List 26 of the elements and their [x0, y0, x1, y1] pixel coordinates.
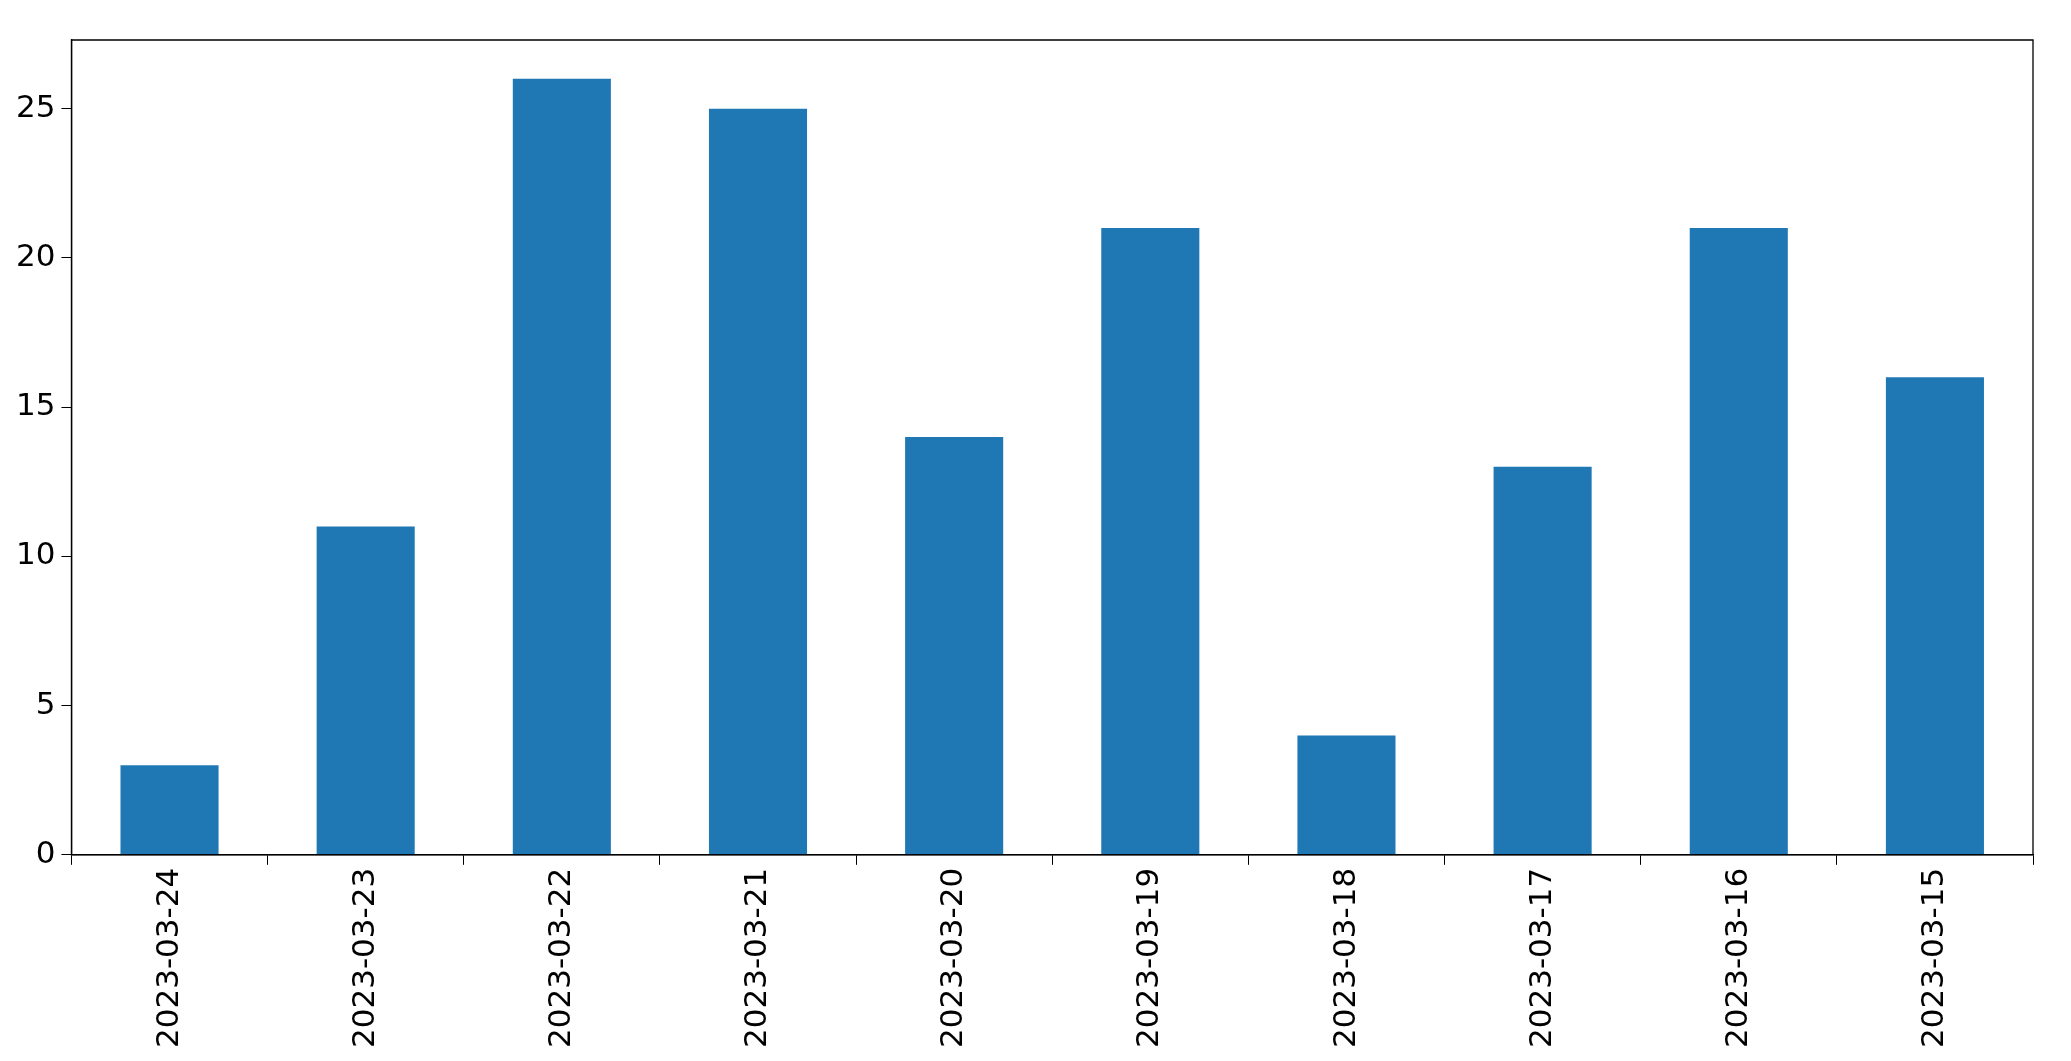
x-tick-label: 2023-03-23	[344, 867, 381, 1049]
bar	[1101, 228, 1200, 855]
bar	[905, 436, 1004, 855]
x-tick-label: 2023-03-19	[1129, 867, 1166, 1049]
x-tick-label: 2023-03-24	[148, 867, 185, 1049]
x-tick-label: 2023-03-20	[933, 867, 970, 1049]
bar	[1493, 466, 1592, 855]
bar	[316, 526, 415, 855]
bar	[1689, 228, 1788, 855]
x-tick-label: 2023-03-21	[737, 867, 774, 1049]
bar	[1885, 377, 1984, 855]
x-tick-label: 2023-03-18	[1325, 867, 1362, 1049]
y-tick-label: 20	[15, 236, 56, 273]
y-tick-label: 10	[15, 535, 56, 572]
x-tick-label: 2023-03-16	[1717, 867, 1754, 1049]
y-tick-label: 25	[15, 87, 56, 124]
x-tick-label: 2023-03-15	[1913, 867, 1950, 1049]
x-tick-label: 2023-03-17	[1521, 867, 1558, 1049]
bar	[708, 108, 808, 855]
x-tick-label: 2023-03-22	[540, 867, 577, 1049]
y-tick-label: 15	[15, 386, 56, 423]
bar	[1297, 735, 1396, 855]
y-tick-label: 5	[35, 684, 56, 721]
bar	[512, 78, 611, 855]
y-tick-label: 0	[35, 833, 56, 870]
bar	[120, 765, 219, 855]
